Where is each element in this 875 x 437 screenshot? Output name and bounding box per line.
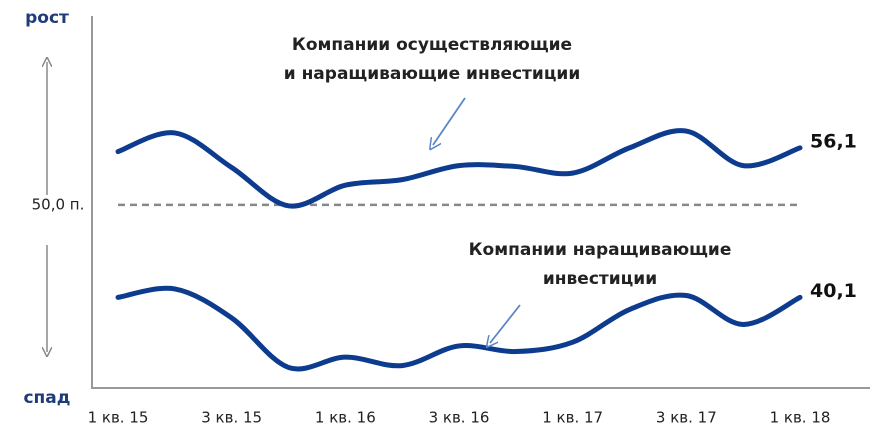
y-top-label: рост xyxy=(25,8,69,28)
x-tick-label: 3 кв. 16 xyxy=(429,409,490,427)
x-tick-label: 1 кв. 17 xyxy=(542,409,603,427)
annotation: Компании наращивающие xyxy=(469,240,732,260)
x-tick-label: 3 кв. 17 xyxy=(656,409,717,427)
end-label: 56,1 xyxy=(810,130,857,152)
annotation: Компании осуществляющие xyxy=(292,35,572,55)
annotation-arrow xyxy=(490,304,521,343)
annotation: и наращивающие инвестиции xyxy=(284,64,581,84)
series-line xyxy=(115,285,803,372)
annotation-arrow xyxy=(433,97,466,145)
x-tick-label: 1 кв. 15 xyxy=(88,409,149,427)
x-tick-label: 1 кв. 18 xyxy=(770,409,831,427)
annotation: инвестиции xyxy=(543,269,657,289)
reference-label: 50,0 п. xyxy=(32,195,85,213)
y-bottom-label: спад xyxy=(23,388,70,408)
x-tick-label: 3 кв. 15 xyxy=(201,409,262,427)
series-line xyxy=(115,128,803,209)
x-tick-label: 1 кв. 16 xyxy=(315,409,376,427)
end-label: 40,1 xyxy=(810,280,857,302)
